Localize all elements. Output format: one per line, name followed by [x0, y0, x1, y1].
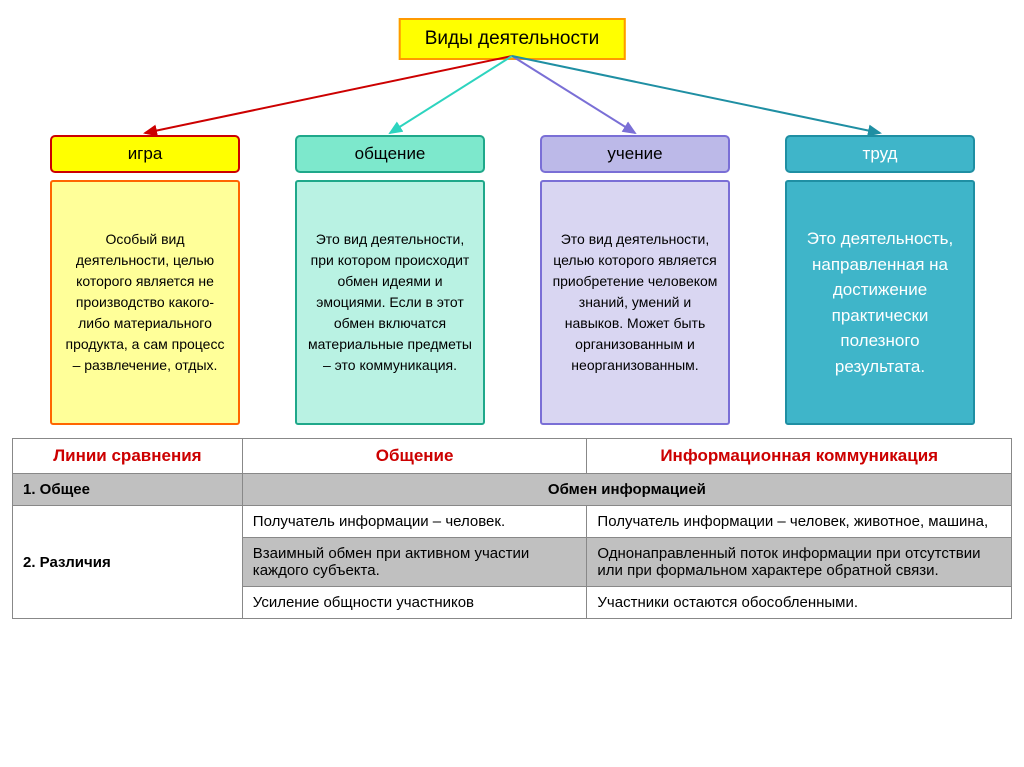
category-label-3: труд	[785, 135, 975, 173]
category-desc-text-0: Особый вид деятельности, целью которого …	[62, 229, 228, 376]
table-header-1: Общение	[242, 439, 587, 474]
category-desc-text-3: Это деятельность, направленная на достиж…	[797, 226, 963, 379]
category-desc-text-2: Это вид деятельности, целью которого явл…	[552, 229, 718, 376]
diff-left-2: Усиление общности участников	[242, 587, 587, 619]
table-header-2: Информационная коммуникация	[587, 439, 1012, 474]
category-desc-2: Это вид деятельности, целью которого явл…	[540, 180, 730, 425]
category-label-text-3: труд	[863, 144, 898, 163]
root-node: Виды деятельности	[399, 18, 626, 60]
row-common-value: Обмен информацией	[242, 474, 1011, 506]
category-desc-text-1: Это вид деятельности, при котором происх…	[307, 229, 473, 376]
diff-right-0: Получатель информации – человек, животно…	[587, 506, 1012, 538]
row-common-label: 1. Общее	[13, 474, 243, 506]
category-label-text-2: учение	[607, 144, 662, 163]
row-diff-label: 2. Различия	[13, 506, 243, 619]
category-label-2: учение	[540, 135, 730, 173]
category-label-text-1: общение	[355, 144, 426, 163]
comparison-table: Линии сравненияОбщениеИнформационная ком…	[12, 438, 1012, 619]
category-label-1: общение	[295, 135, 485, 173]
root-label: Виды деятельности	[425, 28, 600, 49]
diff-right-2: Участники остаются обособленными.	[587, 587, 1012, 619]
category-label-0: игра	[50, 135, 240, 173]
category-desc-1: Это вид деятельности, при котором происх…	[295, 180, 485, 425]
category-desc-3: Это деятельность, направленная на достиж…	[785, 180, 975, 425]
category-desc-0: Особый вид деятельности, целью которого …	[50, 180, 240, 425]
diff-left-1: Взаимный обмен при активном участии кажд…	[242, 538, 587, 587]
diff-right-1: Однонаправленный поток информации при от…	[587, 538, 1012, 587]
table-header-0: Линии сравнения	[13, 439, 243, 474]
diff-left-0: Получатель информации – человек.	[242, 506, 587, 538]
category-label-text-0: игра	[128, 144, 163, 163]
